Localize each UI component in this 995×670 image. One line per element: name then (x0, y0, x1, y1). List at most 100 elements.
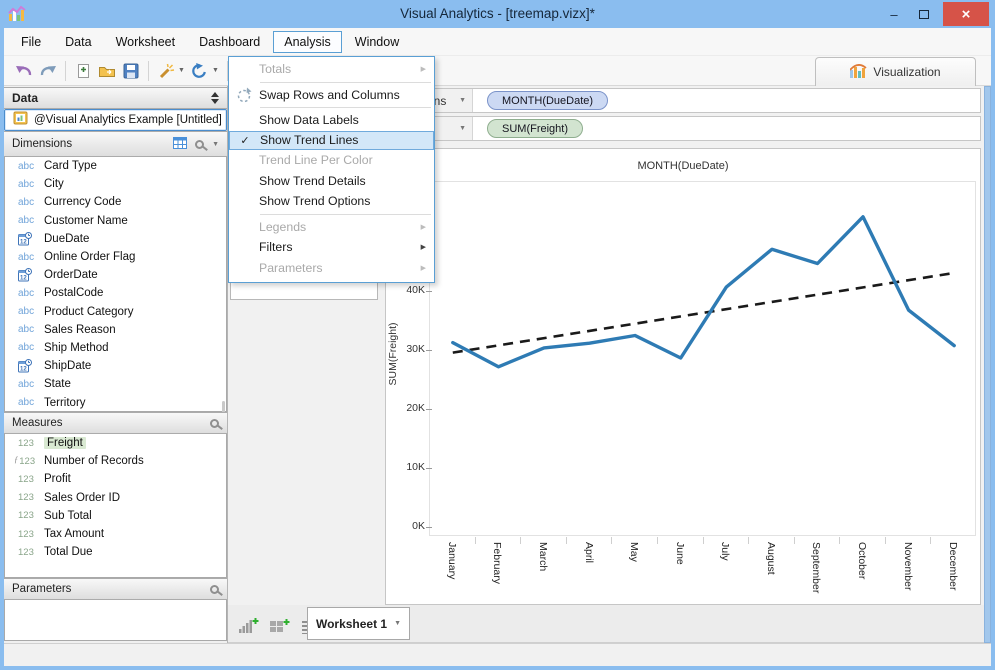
close-button[interactable]: × (943, 2, 989, 26)
checkmark-icon: ✓ (240, 134, 250, 147)
dimension-field[interactable]: 12 DueDate (18, 231, 90, 246)
parameters-title: Parameters (12, 583, 72, 595)
menu-item-parameters[interactable]: Parameters ▶ (229, 258, 434, 279)
dimension-field[interactable]: abc Ship Method (18, 341, 109, 354)
date-type-icon: 12 (18, 359, 44, 373)
measures-title: Measures (12, 417, 63, 429)
dimension-field[interactable]: abc Territory (18, 396, 86, 409)
measure-field[interactable]: 123 Profit (18, 473, 71, 486)
menu-data[interactable]: Data (65, 34, 92, 49)
dimension-field[interactable]: abc Sales Reason (18, 323, 116, 336)
menu-item-swap-rows-and-columns[interactable]: Swap Rows and Columns (229, 85, 434, 106)
dimension-field[interactable]: abc State (18, 378, 71, 391)
undo-icon[interactable] (12, 60, 36, 82)
measure-field[interactable]: 123 Tax Amount (18, 528, 105, 541)
x-axis-month-label: May (628, 542, 641, 562)
menu-analysis[interactable]: Analysis (273, 30, 342, 53)
x-axis-tick (930, 537, 932, 544)
measure-field[interactable]: 123 Sub Total (18, 509, 92, 522)
rows-shelf[interactable]: Rows ▼ SUM(Freight) (385, 116, 981, 141)
visualization-tab[interactable]: Visualization (815, 57, 976, 86)
dimensions-menu-icon[interactable]: ▼ (212, 140, 219, 148)
menu-bar: File Data Worksheet Dashboard Analysis W… (4, 28, 991, 56)
worksheet-tab[interactable]: Worksheet 1 ▼ (307, 607, 410, 640)
dimension-field[interactable]: abc Product Category (18, 305, 134, 318)
measure-field[interactable]: 123 Sales Order ID (18, 491, 121, 504)
text-type-icon: abc (18, 342, 35, 354)
wand-dropdown-icon[interactable]: ▼ (178, 67, 185, 74)
dimension-field[interactable]: abc Currency Code (18, 196, 122, 209)
submenu-arrow-icon: ▶ (420, 66, 426, 74)
refresh-dropdown-icon[interactable]: ▼ (211, 67, 219, 74)
new-worksheet-icon[interactable] (238, 614, 260, 634)
menu-separator (260, 107, 431, 108)
text-type-icon: abc (18, 397, 35, 409)
menu-item-show-data-labels[interactable]: Show Data Labels (259, 113, 359, 128)
text-type-icon: abc (18, 215, 35, 227)
menu-file[interactable]: File (21, 34, 42, 49)
view-data-table-icon[interactable] (173, 136, 188, 152)
submenu-arrow-icon: ▶ (420, 223, 426, 231)
data-connection-item[interactable]: @Visual Analytics Example [Untitled] (4, 109, 227, 131)
x-axis-tick (884, 537, 886, 544)
dimension-field[interactable]: abc Online Order Flag (18, 251, 136, 264)
sort-icon[interactable] (211, 92, 219, 104)
scrollbar-thumb[interactable] (984, 86, 991, 643)
columns-shelf[interactable]: Columns ▼ MONTH(DueDate) (385, 88, 981, 113)
menu-item-show-trend-lines[interactable]: ✓ Show Trend Lines (229, 130, 434, 150)
new-dashboard-icon[interactable] (270, 614, 292, 634)
menu-item-filters[interactable]: Filters ▶ (229, 237, 434, 258)
dimensions-title: Dimensions (12, 138, 73, 150)
menu-worksheet[interactable]: Worksheet (115, 34, 176, 49)
columns-pill[interactable]: MONTH(DueDate) (487, 91, 609, 110)
dimension-field[interactable]: abc Customer Name (18, 214, 128, 227)
menu-item-legends[interactable]: Legends ▶ (229, 217, 434, 238)
measure-field[interactable]: ƒ 123 Number of Records (14, 454, 144, 468)
y-axis-tick-label: 10K (406, 460, 425, 473)
refresh-icon[interactable] (188, 60, 212, 82)
text-type-icon: abc (18, 324, 35, 336)
measure-field[interactable]: 123 Total Due (18, 546, 93, 559)
minimize-button[interactable]: – (890, 6, 898, 22)
x-axis-tick (611, 537, 613, 544)
menu-item-show-trend-details[interactable]: Show Trend Details (259, 173, 366, 188)
new-document-icon[interactable] (71, 60, 95, 82)
vertical-scrollbar[interactable] (984, 86, 991, 643)
open-folder-icon[interactable] (95, 60, 119, 82)
dimension-field[interactable]: 12 ShipDate (18, 359, 92, 373)
x-axis-month-label: December (947, 542, 960, 591)
chart-panel: MONTH(DueDate) SUM(Freight) 0K 10K 20K 30K 4… (385, 148, 981, 605)
save-icon[interactable] (119, 60, 143, 82)
maximize-button[interactable] (909, 3, 939, 25)
text-type-icon: abc (18, 378, 35, 390)
measures-list: 123 Freight ƒ 123 Number of Records 123 Prof… (4, 434, 227, 578)
y-axis-tick (426, 349, 432, 351)
dimensions-list: abc Card Type abc City abc Currency Code ab… (4, 157, 227, 445)
connection-label: @Visual Analytics Example [Untitled] (34, 114, 222, 126)
menu-window[interactable]: Window (354, 34, 400, 49)
menu-item-show-trend-options[interactable]: Show Trend Options (259, 194, 371, 209)
x-axis-month-label: October (856, 542, 869, 580)
x-axis-month-label: September (810, 542, 823, 594)
dimension-field[interactable]: abc City (18, 178, 64, 191)
y-axis-tick-label: 0K (412, 520, 425, 532)
measure-field[interactable]: 123 Freight (5, 434, 226, 452)
menu-item-totals[interactable]: Totals ▶ (229, 59, 434, 80)
parameters-list (4, 600, 227, 641)
search-measures-icon[interactable] (210, 418, 219, 428)
redo-icon[interactable] (36, 60, 60, 82)
dimension-field[interactable]: abc PostalCode (18, 287, 104, 300)
search-parameters-icon[interactable] (210, 584, 219, 594)
menu-item-trend-line-per-color[interactable]: Trend Line Per Color (259, 153, 373, 168)
dimension-field[interactable]: 12 OrderDate (18, 268, 98, 282)
format-wand-icon[interactable] (154, 60, 178, 82)
toolbar-separator (226, 60, 228, 81)
search-dimensions-icon[interactable] (195, 139, 205, 149)
dimension-field[interactable]: abc Card Type (18, 160, 97, 173)
number-type-icon: 123 (18, 546, 34, 558)
rows-pill[interactable]: SUM(Freight) (487, 119, 584, 138)
menu-dashboard[interactable]: Dashboard (199, 34, 261, 49)
data-panel-title: Data (12, 91, 39, 105)
maximize-icon (919, 9, 929, 19)
